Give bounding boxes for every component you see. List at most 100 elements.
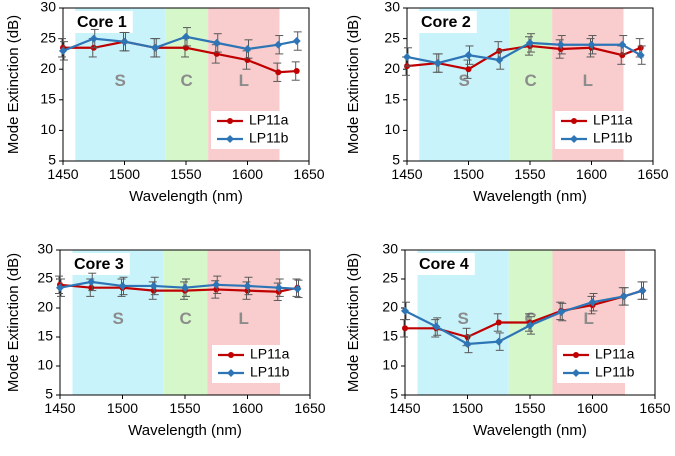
data-point (557, 308, 566, 317)
data-point (587, 40, 596, 49)
band-label: S (115, 71, 126, 90)
band-label: S (112, 309, 123, 328)
chart-panel-3: S C L 5 10 15 20 25 30 1450 1500 1550 1600 1650 Wavele… (5, 241, 326, 439)
data-point (87, 277, 96, 286)
y-tick-label: 5 (390, 386, 398, 402)
y-tick-label: 10 (382, 357, 398, 373)
y-tick-label: 20 (37, 299, 53, 315)
legend-swatch-marker (573, 352, 579, 358)
legend-label: LP11b (249, 130, 289, 146)
x-tick-label: 1450 (389, 400, 420, 416)
x-tick-label: 1500 (452, 400, 483, 416)
data-point (556, 40, 565, 49)
x-axis-label: Wavelength (nm) (128, 422, 242, 439)
data-point (292, 37, 301, 46)
y-axis-label: Mode Extinction (dB) (5, 253, 22, 392)
panel-title: Core 2 (421, 14, 471, 31)
y-tick-label: 20 (40, 60, 56, 76)
band-label: S (457, 309, 468, 328)
legend-label: LP11a (249, 112, 289, 128)
band-label: L (239, 309, 249, 328)
y-tick-label: 5 (48, 152, 56, 168)
data-point (432, 322, 441, 331)
x-tick-label: 1650 (637, 166, 668, 182)
legend-box (557, 345, 653, 383)
y-tick-label: 15 (37, 328, 53, 344)
data-point (464, 51, 473, 60)
y-tick-label: 30 (40, 0, 56, 15)
x-axis-label: Wavelength (nm) (473, 422, 587, 439)
legend-box (555, 111, 651, 149)
data-point (588, 298, 597, 307)
data-point (619, 52, 626, 59)
legend-box (211, 111, 307, 149)
data-point (274, 40, 283, 49)
y-tick-label: 10 (40, 121, 56, 137)
x-tick-label: 1600 (232, 400, 263, 416)
data-point (526, 38, 534, 47)
data-point (59, 46, 67, 55)
band-label: L (584, 309, 594, 328)
y-tick-label: 10 (384, 121, 400, 137)
x-tick-label: 1600 (576, 166, 607, 182)
x-tick-label: 1550 (169, 400, 200, 416)
data-point (243, 281, 252, 290)
y-tick-label: 5 (392, 152, 400, 168)
series-lp11b (401, 281, 648, 354)
x-tick-label: 1450 (47, 166, 78, 182)
legend-swatch-marker (228, 352, 234, 358)
data-point (274, 283, 283, 292)
legend-label: LP11a (595, 346, 635, 362)
data-point (433, 59, 442, 68)
x-tick-label: 1650 (293, 166, 324, 182)
legend-swatch-marker (227, 369, 235, 377)
panel-title-box (71, 11, 133, 33)
x-axis-label: Wavelength (nm) (129, 188, 243, 205)
data-point (465, 66, 472, 73)
x-tick-label: 1600 (577, 400, 608, 416)
data-point (120, 37, 129, 46)
data-point (526, 321, 534, 330)
data-point (275, 69, 282, 76)
y-tick-label: 25 (384, 29, 400, 45)
x-tick-label: 1500 (453, 166, 484, 182)
data-point (149, 281, 158, 290)
x-tick-label: 1650 (639, 400, 670, 416)
panel-title: Core 4 (419, 256, 469, 273)
data-point (495, 56, 504, 65)
y-tick-label: 10 (37, 357, 53, 373)
chart-panel-2: S C L 5 10 15 20 25 30 1450 1500 1550 1600 1650 Wavele… (345, 0, 669, 205)
data-point (243, 45, 252, 54)
y-tick-label: 30 (384, 0, 400, 15)
x-tick-label: 1550 (514, 400, 545, 416)
legend-label: LP11b (593, 130, 633, 146)
data-point (212, 38, 221, 47)
data-point (494, 337, 503, 346)
y-tick-label: 20 (382, 299, 398, 315)
x-tick-label: 1450 (44, 400, 75, 416)
panel-title-box (68, 253, 130, 275)
y-tick-label: 25 (37, 270, 53, 286)
data-point (293, 68, 300, 75)
data-point (151, 43, 160, 52)
legend-swatch-marker (226, 135, 234, 143)
legend-swatch-marker (571, 118, 577, 124)
data-point (89, 34, 98, 43)
band-label: C (524, 71, 536, 90)
y-axis-label: Mode Extinction (dB) (5, 15, 22, 154)
legend-label: LP11a (250, 346, 290, 362)
data-point (181, 283, 189, 292)
y-tick-label: 30 (37, 241, 53, 257)
y-tick-label: 15 (382, 328, 398, 344)
band-s (419, 8, 510, 161)
panel-title: Core 3 (74, 256, 124, 273)
data-point (118, 281, 127, 290)
panel-title-box (413, 253, 475, 275)
y-tick-label: 5 (45, 386, 53, 402)
data-point (638, 286, 647, 295)
y-axis-label: Mode Extinction (dB) (345, 15, 362, 154)
x-tick-label: 1600 (232, 166, 263, 182)
x-tick-label: 1650 (294, 400, 325, 416)
chart-panel-4: SCL5101520253014501500155016001650Wavele… (345, 241, 671, 439)
y-tick-label: 25 (382, 270, 398, 286)
